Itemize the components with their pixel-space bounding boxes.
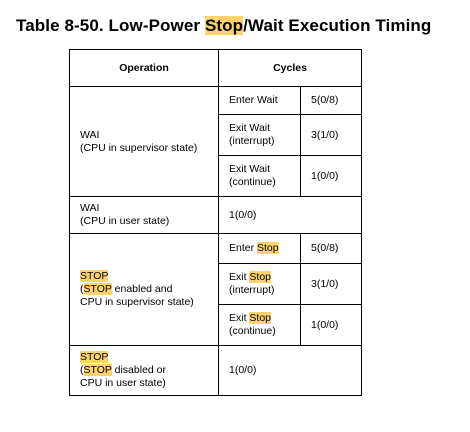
operation-keyword: STOP [83,364,112,376]
table-header-row: Operation Cycles [69,49,362,87]
operation-cell-wai-user: WAI (CPU in user state) [69,196,219,234]
cycles-cell: 1(0/0) [218,345,362,396]
operation-condition-cont: CPU in supervisor state) [80,296,194,308]
operation-cell-wai-supervisor: WAI (CPU in supervisor state) [69,86,219,197]
operation-name: STOP [80,351,109,363]
execution-timing-table: Operation Cycles WAI (CPU in supervisor … [69,49,362,396]
sub-operation-detail: (interrupt) [229,135,275,147]
sub-operation-detail: (continue) [229,176,276,188]
operation-condition: disabled or [111,364,167,376]
table-row: Exit Wait (interrupt) 3(1/0) [70,114,362,156]
cycles-cell: 5(0/8) [300,86,362,115]
header-cycles: Cycles [218,49,362,87]
table-row: STOP (STOP enabled and CPU in supervisor… [69,233,362,346]
operation-name: WAI [80,202,100,214]
operation-condition: (CPU in supervisor state) [80,141,198,154]
sub-operation-cell: Exit Stop (interrupt) [218,263,301,305]
cycles-cell: 3(1/0) [300,114,362,156]
sub-operation-cell: Exit Stop (continue) [218,304,301,346]
cycles-cell: 1(0/0) [218,196,362,234]
sub-operation-detail: (interrupt) [229,284,275,296]
sub-operation-keyword: Stop [257,242,279,254]
cycles-cell: 3(1/0) [300,263,362,305]
operation-keyword: STOP [83,283,112,295]
sub-operation-label: Exit Wait [229,163,271,175]
sub-operation-label: Exit Wait [229,122,271,134]
table-row: STOP (STOP disabled or CPU in user state… [69,345,362,396]
table-row: Exit Stop (interrupt) 3(1/0) [70,263,362,305]
table-row: WAI (CPU in user state) 1(0/0) [69,196,362,234]
cycles-cell: 1(0/0) [300,155,362,197]
operation-condition: (CPU in user state) [80,215,170,227]
sub-operation-prefix: Enter [229,242,258,254]
operation-cell-stop-enabled: STOP (STOP enabled and CPU in supervisor… [69,233,219,346]
sub-operation-cell: Enter Wait [218,86,301,115]
sub-operation-keyword: Stop [249,271,272,283]
sub-operation-prefix: Exit [229,312,250,324]
sub-operation-cell: Exit Wait (interrupt) [218,114,301,156]
operation-name: WAI [80,128,100,141]
sub-operation-keyword: Stop [249,312,272,324]
title-prefix: Table 8-50. Low-Power [16,16,205,35]
operation-name: STOP [80,270,109,282]
sub-operation-prefix: Exit [229,271,250,283]
sub-operation-cell: Enter Stop [218,233,301,264]
sub-operation-cell: Exit Wait (continue) [218,155,301,197]
sub-operation-label: Enter Wait [229,94,278,106]
title-highlight-stop: Stop [204,16,244,35]
table-row: Exit Stop (continue) 1(0/0) [70,304,362,346]
cycles-cell: 1(0/0) [300,304,362,346]
sub-operation-detail: (continue) [229,325,276,337]
header-operation: Operation [69,49,219,87]
cycles-cell: 5(0/8) [300,233,362,264]
table-title: Table 8-50. Low-Power Stop/Wait Executio… [16,16,431,36]
operation-cell-stop-disabled: STOP (STOP disabled or CPU in user state… [69,345,219,396]
operation-condition-cont: CPU in user state) [80,377,166,389]
operation-condition: enabled and [111,283,173,295]
title-suffix: /Wait Execution Timing [243,16,432,35]
table-row: Exit Wait (continue) 1(0/0) [70,155,362,197]
table-row: WAI (CPU in supervisor state) Enter Wait… [69,86,362,197]
